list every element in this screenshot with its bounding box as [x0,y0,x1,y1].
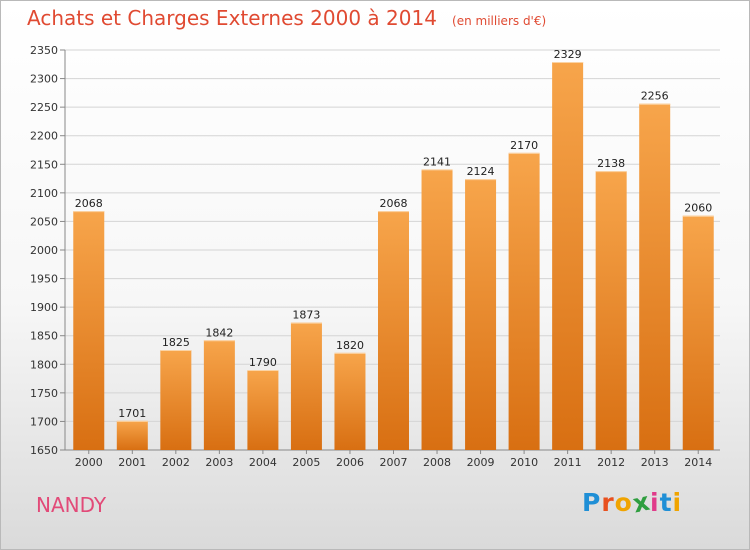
bar [421,169,453,450]
x-tick-label: 2013 [641,456,669,469]
y-tick-label: 2200 [30,130,58,143]
x-tick-label: 2002 [162,456,190,469]
data-label: 1701 [118,407,146,420]
x-tick-label: 2011 [554,456,582,469]
bar [378,211,409,450]
bar [465,179,497,450]
data-label: 2138 [597,157,625,170]
data-label: 1790 [249,356,277,369]
x-tick-label: 2012 [597,456,625,469]
bar [247,370,279,450]
x-tick-label: 2007 [380,456,408,469]
chart-title: Achats et Charges Externes 2000 à 2014 [27,6,437,30]
bar [682,215,714,450]
data-label: 2068 [380,197,408,210]
y-tick-label: 2050 [30,215,58,228]
y-tick-label: 1900 [30,301,58,314]
logo-letter: r [601,488,615,517]
x-tick-label: 2009 [467,456,495,469]
bar [595,171,627,450]
bar [73,211,105,450]
logo-letter: P [582,488,602,517]
data-labels: 2068 1701 1825 1842 1790 1873 1820 2068 2141 2124… [75,48,712,420]
bar [203,340,235,450]
x-tick-label: 2003 [205,456,233,469]
x-tick-label: 2005 [292,456,320,469]
y-tick-label: 2300 [30,73,58,86]
y-tick-label: 2250 [30,101,58,114]
city-name: NANDY [36,493,107,517]
data-label: 2256 [641,90,669,103]
data-label: 1820 [336,339,364,352]
bar [552,62,584,450]
data-label: 1825 [162,336,190,349]
y-tick-label: 2100 [30,187,58,200]
x-tick-label: 2004 [249,456,277,469]
y-tick-label: 1700 [30,415,58,428]
data-label: 1842 [205,326,233,339]
bar [334,352,366,450]
y-tick-label: 1750 [30,387,58,400]
data-label: 2068 [75,197,103,210]
x-tick-label: 2008 [423,456,451,469]
y-tick-label: 1800 [30,358,58,371]
data-label: 2170 [510,139,538,152]
y-tick-label: 1850 [30,330,58,343]
logo-letter: o [614,488,633,517]
bar [508,152,540,450]
x-tick-label: 2014 [684,456,712,469]
data-label: 2060 [684,202,712,215]
logo-letter: i [672,488,683,517]
data-label: 1873 [292,309,320,322]
bar [160,350,192,450]
axes: 1650 1700 1750 1800 1850 1900 1950 2000 2050 2100… [30,44,720,469]
logo-letter: i [650,488,660,517]
bar [290,322,322,450]
data-label: 2124 [467,165,495,178]
y-tick-label: 1950 [30,273,58,286]
unit-label: (en milliers d'€) [452,14,547,28]
y-tick-label: 2000 [30,244,58,257]
x-tick-label: 2000 [75,456,103,469]
chart-title-block: Achats et Charges Externes 2000 à 2014 (… [27,6,546,30]
y-tick-label: 2150 [30,158,58,171]
bars [73,62,714,450]
y-tick-label: 2350 [30,44,58,57]
proxiti-logo[interactable]: Proxiti [582,487,683,519]
data-label: 2141 [423,155,451,168]
data-label: 2329 [554,48,582,61]
x-tick-label: 2006 [336,456,364,469]
y-tick-label: 1650 [30,444,58,457]
bar [639,103,671,450]
x-tick-label: 2001 [118,456,146,469]
x-tick-label: 2010 [510,456,538,469]
bar [116,420,148,450]
logo-letter: t [659,488,673,517]
